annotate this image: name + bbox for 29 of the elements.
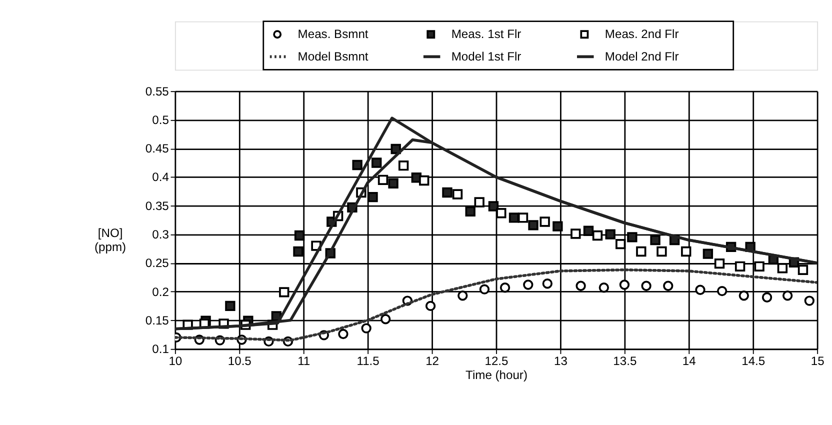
x-tick-label: 13 [554,354,568,368]
legend-label: Model 2nd Flr [604,49,679,64]
y-tick-label: 0.25 [145,256,170,270]
y-tick-label: 0.55 [145,84,170,98]
y-tick-label: 0.35 [145,198,170,213]
x-tick-label: 15 [810,354,825,368]
y-tick-label: 0.4 [152,170,170,184]
x-tick-label: 12 [426,354,440,368]
y-axis-title: [NO] (ppm) [94,226,126,254]
legend-label: Meas. Bsmnt [298,27,369,42]
x-tick-label: 14 [682,354,696,368]
x-axis-title: Time (hour) [466,368,528,382]
x-tick-label: 11.5 [356,354,380,368]
x-tick-label: 12.5 [484,354,509,368]
x-tick-label: 13.5 [613,354,637,368]
y-tick-label: 0.45 [145,142,170,156]
y-tick-label: 0.3 [152,228,170,242]
y-tick-label: 0.15 [145,313,170,328]
y-tick-label: 0.2 [152,284,170,299]
y-tick-label: 0.1 [152,342,170,356]
legend-label: Model Bsmnt [298,49,369,64]
x-tick-label: 11 [298,354,310,368]
y-tick-label: 0.5 [152,112,170,127]
legend-label: Model 1st Flr [451,49,522,64]
legend-label: Meas. 2nd Flr [604,27,679,42]
x-tick-label: 14.5 [742,354,766,368]
x-tick-label: 10 [168,354,182,368]
legend-label: Meas. 1st Flr [451,27,522,42]
x-tick-label: 10.5 [228,354,252,368]
